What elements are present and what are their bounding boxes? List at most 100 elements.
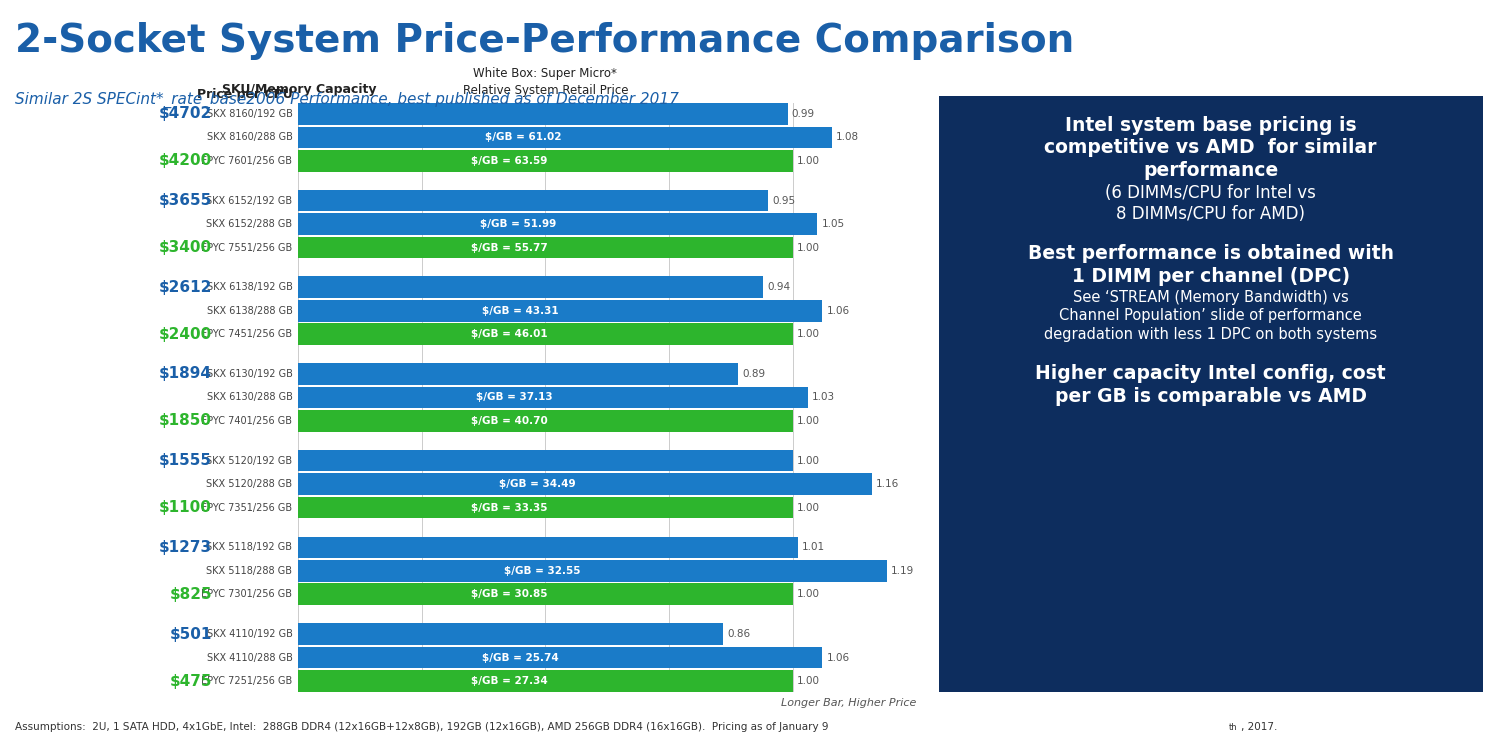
Text: 2-Socket System Price-Performance Comparison: 2-Socket System Price-Performance Compar… — [15, 22, 1074, 60]
Text: $2400: $2400 — [158, 327, 212, 342]
Bar — [298, 647, 822, 668]
Text: $1894: $1894 — [159, 367, 212, 381]
Text: EPYC 7401/256 GB: EPYC 7401/256 GB — [201, 416, 292, 426]
Bar — [298, 450, 793, 472]
Text: per GB is comparable vs AMD: per GB is comparable vs AMD — [1055, 387, 1366, 406]
Bar — [298, 560, 887, 581]
Text: (6 DIMMs/CPU for Intel vs: (6 DIMMs/CPU for Intel vs — [1106, 184, 1316, 202]
Text: 1.03: 1.03 — [812, 392, 834, 403]
Text: , 2017.: , 2017. — [1241, 722, 1277, 732]
Text: 1.01: 1.01 — [802, 542, 824, 552]
Text: $501: $501 — [170, 626, 212, 642]
Bar — [298, 473, 872, 495]
Text: SKX 6130/288 GB: SKX 6130/288 GB — [207, 392, 292, 403]
Text: 0.99: 0.99 — [791, 109, 815, 119]
Text: EPYC 7601/256 GB: EPYC 7601/256 GB — [201, 156, 292, 166]
Text: 1.00: 1.00 — [797, 503, 820, 512]
Text: SKX 6152/288 GB: SKX 6152/288 GB — [206, 219, 292, 229]
Text: EPYC 7551/256 GB: EPYC 7551/256 GB — [201, 243, 292, 252]
Text: SKX 8160/288 GB: SKX 8160/288 GB — [207, 132, 292, 142]
Text: 1.00: 1.00 — [797, 676, 820, 686]
Text: Price per CPU: Price per CPU — [197, 88, 294, 102]
Text: $2612: $2612 — [158, 280, 212, 294]
Text: 0.94: 0.94 — [767, 283, 790, 292]
Text: 1.06: 1.06 — [827, 653, 849, 662]
Text: Assumptions:  2U, 1 SATA HDD, 4x1GbE, Intel:  288GB DDR4 (12x16GB+12x8GB), 192GB: Assumptions: 2U, 1 SATA HDD, 4x1GbE, Int… — [15, 722, 828, 732]
Text: $/GB = 55.77: $/GB = 55.77 — [471, 243, 548, 252]
Text: $/GB = 37.13: $/GB = 37.13 — [477, 392, 553, 403]
Text: $1555: $1555 — [159, 453, 212, 468]
Text: 0.86: 0.86 — [727, 629, 751, 639]
Text: $/GB = 34.49: $/GB = 34.49 — [499, 479, 575, 489]
Text: SKX 4110/192 GB: SKX 4110/192 GB — [207, 629, 292, 639]
Text: 1.00: 1.00 — [797, 243, 820, 252]
Bar — [298, 277, 763, 298]
Text: 1.05: 1.05 — [821, 219, 845, 229]
Bar — [298, 323, 793, 345]
Text: SKX 6138/192 GB: SKX 6138/192 GB — [207, 283, 292, 292]
Text: 1.00: 1.00 — [797, 329, 820, 339]
Text: 0.95: 0.95 — [772, 196, 796, 205]
Text: SKX 6152/192 GB: SKX 6152/192 GB — [206, 196, 292, 205]
Text: 1.00: 1.00 — [797, 416, 820, 426]
Bar — [298, 213, 818, 235]
Text: SKU/Memory Capacity: SKU/Memory Capacity — [222, 83, 375, 96]
Bar — [298, 497, 793, 518]
Bar — [298, 300, 822, 322]
Text: 0.89: 0.89 — [742, 369, 766, 379]
Text: $/GB = 46.01: $/GB = 46.01 — [471, 329, 548, 339]
Text: $4200: $4200 — [158, 153, 212, 169]
Text: SKX 6138/288 GB: SKX 6138/288 GB — [207, 305, 292, 316]
Text: competitive vs AMD  for similar: competitive vs AMD for similar — [1044, 138, 1377, 158]
Text: Channel Population’ slide of performance: Channel Population’ slide of performance — [1059, 308, 1362, 324]
Bar — [298, 537, 797, 558]
Text: $475: $475 — [170, 673, 212, 688]
Text: SKX 8160/192 GB: SKX 8160/192 GB — [207, 109, 292, 119]
Text: $/GB = 25.74: $/GB = 25.74 — [481, 653, 559, 662]
Text: Intel system base pricing is: Intel system base pricing is — [1065, 116, 1356, 135]
Text: SKX 6130/192 GB: SKX 6130/192 GB — [207, 369, 292, 379]
Text: SKX 4110/288 GB: SKX 4110/288 GB — [207, 653, 292, 662]
Text: 1.08: 1.08 — [836, 132, 860, 142]
Text: EPYC 7451/256 GB: EPYC 7451/256 GB — [201, 329, 292, 339]
Text: $/GB = 32.55: $/GB = 32.55 — [504, 566, 581, 576]
Text: Longer Bar, Higher Price: Longer Bar, Higher Price — [781, 698, 916, 708]
Text: performance: performance — [1143, 161, 1278, 180]
Text: 1.00: 1.00 — [797, 456, 820, 466]
Text: 1.19: 1.19 — [891, 566, 913, 576]
Text: $/GB = 43.31: $/GB = 43.31 — [481, 305, 559, 316]
Text: 1.00: 1.00 — [797, 156, 820, 166]
Text: $4702: $4702 — [158, 107, 212, 121]
Bar — [298, 150, 793, 171]
Text: $1100: $1100 — [159, 500, 212, 515]
Bar — [298, 237, 793, 258]
Text: 8 DIMMs/CPU for AMD): 8 DIMMs/CPU for AMD) — [1116, 205, 1305, 222]
Text: SKX 5120/288 GB: SKX 5120/288 GB — [206, 479, 292, 489]
Bar — [298, 670, 793, 692]
Text: See ‘STREAM (Memory Bandwidth) vs: See ‘STREAM (Memory Bandwidth) vs — [1073, 290, 1348, 305]
Bar — [298, 386, 808, 408]
Text: $/GB = 30.85: $/GB = 30.85 — [471, 590, 548, 599]
Text: 1.16: 1.16 — [876, 479, 898, 489]
Text: th: th — [1229, 723, 1238, 732]
Bar — [298, 190, 767, 211]
Text: 1.06: 1.06 — [827, 305, 849, 316]
Text: $1850: $1850 — [159, 414, 212, 428]
Text: EPYC 7251/256 GB: EPYC 7251/256 GB — [201, 676, 292, 686]
Bar — [298, 103, 788, 124]
Text: 1.00: 1.00 — [797, 590, 820, 599]
Text: White Box: Super Micro*
Relative System Retail Price: White Box: Super Micro* Relative System … — [462, 66, 629, 96]
Bar — [298, 623, 724, 645]
Text: $/GB = 61.02: $/GB = 61.02 — [484, 132, 562, 142]
Text: $/GB = 51.99: $/GB = 51.99 — [480, 219, 556, 229]
Text: Similar 2S SPECint*_rate_base2006 Performance, best published as of December 201: Similar 2S SPECint*_rate_base2006 Perfor… — [15, 92, 679, 108]
Text: $/GB = 63.59: $/GB = 63.59 — [471, 156, 547, 166]
Text: EPYC 7351/256 GB: EPYC 7351/256 GB — [201, 503, 292, 512]
Text: 1 DIMM per channel (DPC): 1 DIMM per channel (DPC) — [1071, 267, 1350, 286]
Text: $3655: $3655 — [158, 193, 212, 208]
Text: $/GB = 33.35: $/GB = 33.35 — [471, 503, 548, 512]
Text: $1273: $1273 — [159, 539, 212, 555]
Bar — [298, 410, 793, 432]
Text: Best performance is obtained with: Best performance is obtained with — [1028, 244, 1393, 263]
Text: Higher capacity Intel config, cost: Higher capacity Intel config, cost — [1036, 364, 1386, 383]
